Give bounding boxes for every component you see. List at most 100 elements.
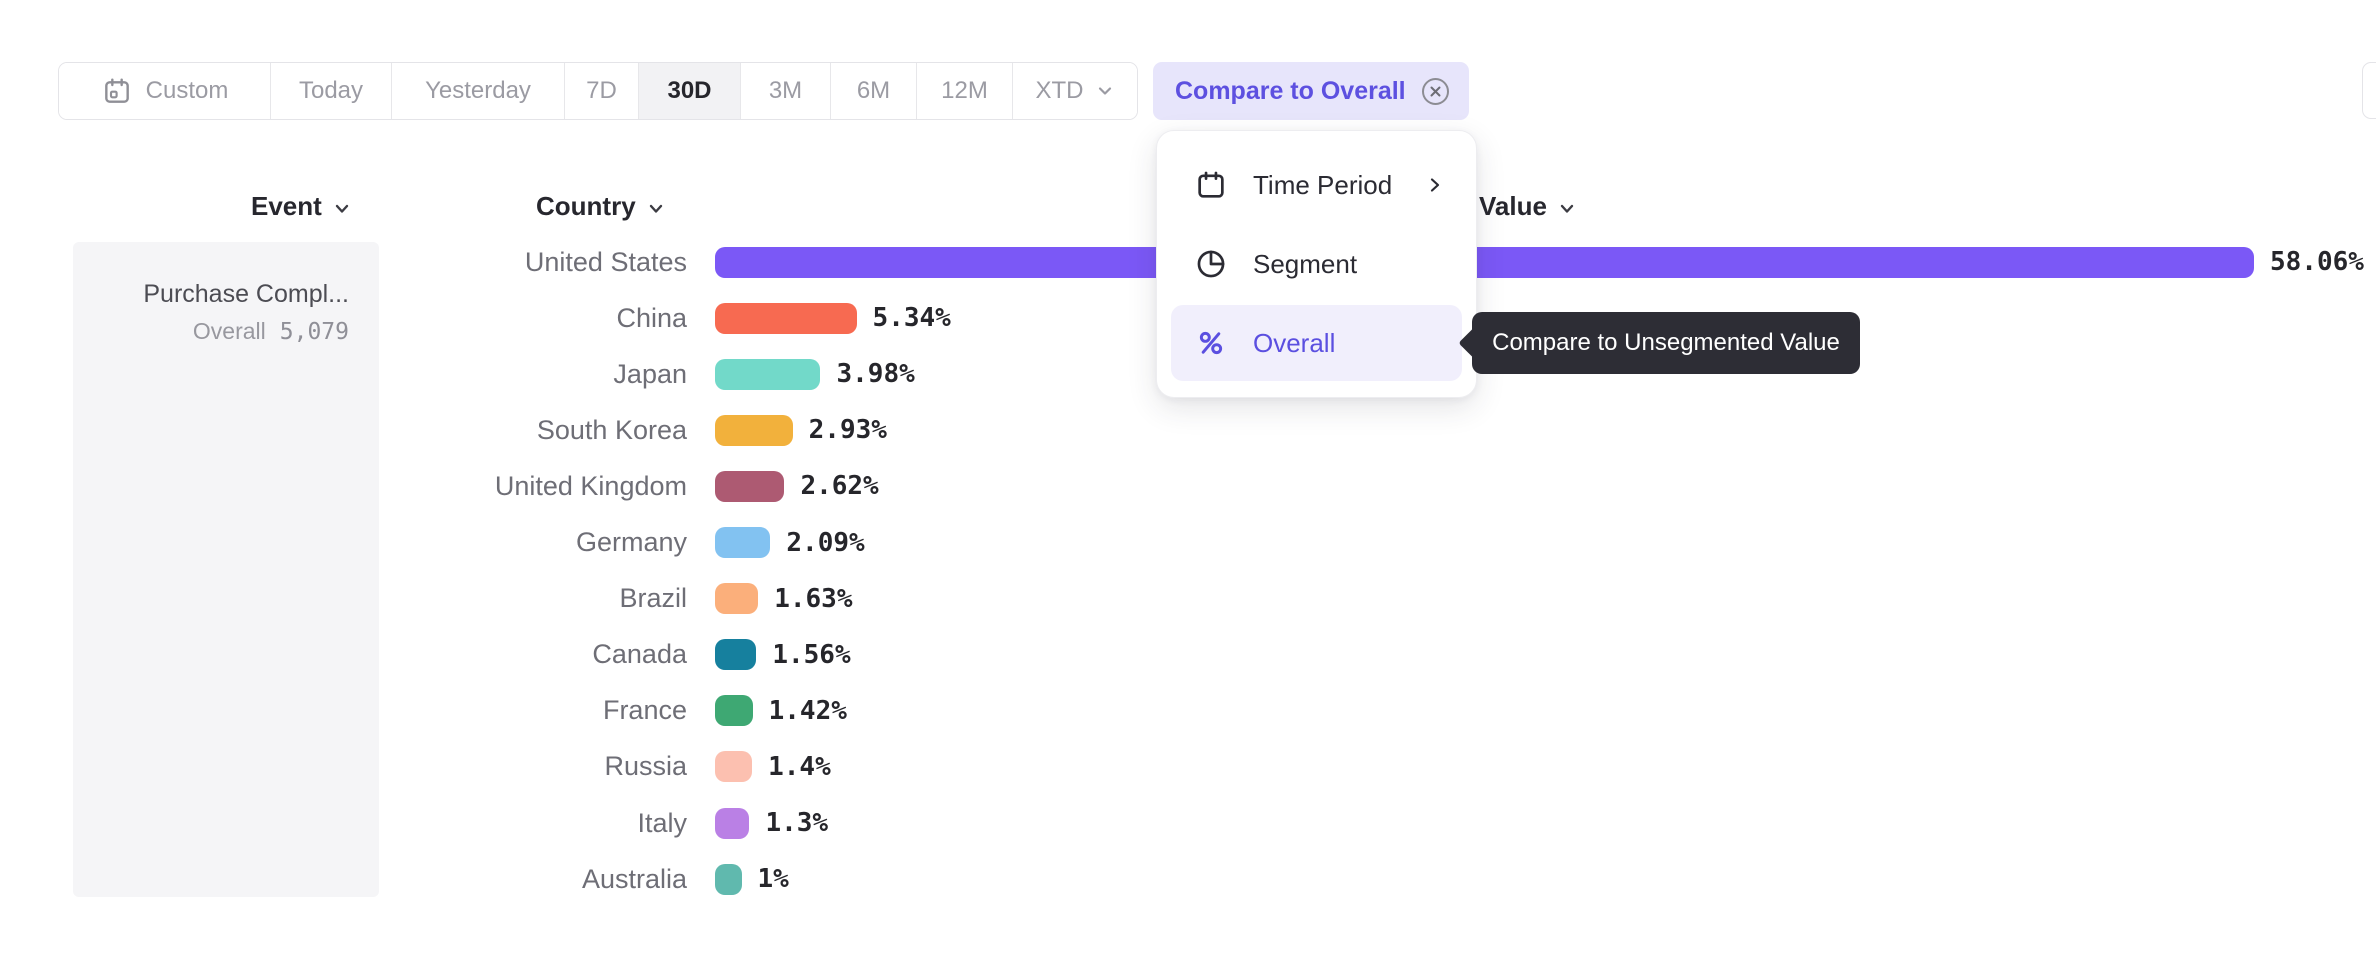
column-header-event[interactable]: Event [251,191,352,222]
bar-value-label: 58.06% [2270,247,2364,277]
column-header-label: Event [251,191,322,221]
bar-value-label: 2.93% [808,415,887,446]
date-range-7d[interactable]: 7D [565,63,639,119]
bar-value-label: 1.42% [768,695,847,726]
bar-row: South Korea 2.93% [0,402,2376,458]
bar-value-label: 1% [757,864,789,895]
tooltip-text: Compare to Unsegmented Value [1492,329,1840,356]
segment-label: 3M [768,77,803,104]
percent-icon [1193,326,1229,360]
segment-label: Today [298,77,364,104]
overall-value: 5,079 [279,319,349,345]
bar[interactable] [715,807,750,839]
chevron-down-icon [335,204,349,213]
cutoff-toolbar-button[interactable] [2362,62,2376,119]
bar-row: Italy 1.3% [0,795,2376,851]
bar[interactable] [715,863,742,895]
menu-item-segment[interactable]: Segment [1171,226,1462,302]
date-range-30d[interactable]: 30D [639,63,741,119]
event-overall: Overall 5,079 [193,318,349,345]
bar[interactable] [715,246,2254,278]
chevron-down-icon [1095,81,1115,101]
menu-item-label: Overall [1253,327,1336,358]
bar-value-label: 1.63% [774,583,853,614]
tooltip: Compare to Unsegmented Value [1458,312,1860,374]
bar[interactable] [715,751,753,783]
bar[interactable] [715,527,771,558]
event-name: Purchase Compl... [143,280,349,308]
date-range-12m[interactable]: 12M [917,63,1013,119]
segment-label: 6M [856,77,891,104]
calendar-icon [101,75,133,107]
menu-item-overall[interactable]: Overall [1171,305,1462,381]
country-label: Japan [613,358,687,389]
menu-item-time-period[interactable]: Time Period [1171,147,1462,223]
country-label: Brazil [619,583,687,614]
bar[interactable] [715,639,757,671]
date-range-6m[interactable]: 6M [831,63,917,119]
column-header-country[interactable]: Country [536,191,666,222]
event-cell[interactable]: Purchase Compl... Overall 5,079 [73,242,379,897]
bar-value-label: 1.56% [772,639,851,670]
bar-value-label: 1.4% [768,751,831,782]
country-label: China [616,302,687,333]
bar[interactable] [715,695,753,727]
country-label: Russia [604,751,687,782]
bar[interactable] [715,583,759,615]
country-label: United States [524,246,687,277]
country-label: Germany [575,527,687,557]
column-header-label: Value [1479,191,1547,221]
bar-row: Germany 2.09% [0,515,2376,571]
date-range-custom[interactable]: Custom [59,63,271,119]
column-header-label: Country [536,191,636,221]
circle-close-icon[interactable] [1420,76,1451,107]
bar-row: Australia 1% [0,851,2376,907]
bar-row: China 5.34% [0,290,2376,346]
bar-value-label: 3.98% [836,359,915,390]
calendar-icon [1193,168,1229,202]
chevron-right-icon [1424,174,1446,196]
bar[interactable] [715,358,821,390]
date-range-3m[interactable]: 3M [741,63,831,119]
segment-label: 7D [586,77,617,104]
menu-item-label: Time Period [1253,169,1393,200]
menu-item-label: Segment [1253,248,1358,279]
country-label: Italy [637,807,687,838]
bar-row: France 1.42% [0,683,2376,739]
bar-value-label: 2.09% [786,527,865,558]
chip-label: Compare to Overall [1175,76,1406,105]
segment-icon [1193,247,1229,281]
bar-row: Japan 3.98% [0,346,2376,402]
chevron-down-icon [1560,204,1574,213]
country-label: South Korea [536,414,687,445]
segment-label: 30D [667,77,712,104]
compare-to-overall-chip[interactable]: Compare to Overall [1153,62,1469,120]
bar[interactable] [715,414,793,446]
segment-label: Custom [145,77,229,104]
bar-row: Russia 1.4% [0,739,2376,795]
country-label: France [602,695,687,726]
bar-value-label: 5.34% [872,303,951,334]
chevron-down-icon [649,204,662,213]
overall-label: Overall [192,318,266,344]
date-range-today[interactable]: Today [271,63,392,119]
segment-label: XTD [1035,77,1084,104]
bar-row: Canada 1.56% [0,627,2376,683]
date-range-toolbar: Custom Today Yesterday 7D 30D 3M 6M 12M … [58,62,1138,120]
bar-value-label: 1.3% [765,808,829,838]
bar[interactable] [715,470,785,502]
segment-label: 12M [941,77,988,104]
bar-row: United States 58.06% [0,234,2376,290]
bar-row: Brazil 1.63% [0,571,2376,627]
segment-label: Yesterday [425,77,531,104]
country-label: Canada [592,639,687,670]
bar-row: United Kingdom 2.62% [0,458,2376,514]
compare-dropdown-menu: Time Period Segment [1156,130,1477,398]
column-header-value[interactable]: Value [1479,191,1577,222]
date-range-yesterday[interactable]: Yesterday [392,63,565,119]
date-range-xtd[interactable]: XTD [1013,63,1137,119]
bar-value-label: 2.62% [800,471,879,502]
country-label: United Kingdom [494,470,687,501]
bar[interactable] [715,302,857,334]
